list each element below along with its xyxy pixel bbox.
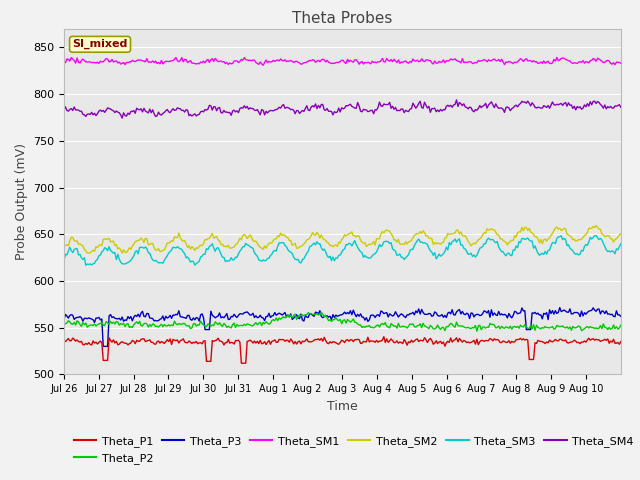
Theta_SM2: [617, 231, 625, 237]
Theta_SM1: [541, 60, 549, 66]
Theta_SM2: [616, 232, 623, 238]
Theta_SM2: [85, 251, 93, 256]
Theta_SM1: [97, 59, 104, 64]
Theta_P1: [348, 337, 356, 343]
Theta_P1: [460, 337, 468, 343]
Theta_P3: [617, 313, 625, 319]
Text: SI_mixed: SI_mixed: [72, 39, 128, 49]
Theta_SM1: [617, 60, 625, 66]
Line: Theta_SM2: Theta_SM2: [64, 226, 621, 253]
Theta_SM3: [592, 233, 600, 239]
Theta_SM4: [348, 104, 356, 109]
Line: Theta_SM4: Theta_SM4: [64, 100, 621, 118]
Theta_SM3: [458, 242, 466, 248]
Theta_SM1: [348, 59, 356, 64]
Theta_P1: [237, 360, 245, 366]
Theta_SM2: [98, 243, 106, 249]
Theta_SM3: [60, 258, 68, 264]
X-axis label: Time: Time: [327, 400, 358, 413]
Theta_P1: [60, 338, 68, 344]
Theta_P3: [616, 312, 623, 318]
Theta_P2: [97, 320, 104, 326]
Theta_SM4: [460, 101, 468, 107]
Theta_P3: [97, 317, 104, 323]
Theta_P1: [617, 339, 625, 345]
Theta_SM1: [60, 60, 68, 65]
Line: Theta_SM3: Theta_SM3: [64, 236, 621, 265]
Y-axis label: Probe Output (mV): Probe Output (mV): [15, 143, 28, 260]
Theta_P2: [543, 325, 550, 331]
Theta_SM1: [79, 56, 87, 62]
Line: Theta_P2: Theta_P2: [64, 312, 621, 331]
Theta_SM2: [60, 243, 68, 249]
Theta_SM4: [118, 115, 126, 121]
Theta_SM1: [259, 62, 267, 68]
Theta_P3: [99, 344, 107, 349]
Theta_P3: [348, 312, 356, 318]
Theta_SM1: [458, 56, 466, 61]
Theta_SM3: [541, 249, 549, 254]
Theta_P3: [79, 318, 87, 324]
Theta_P3: [458, 309, 466, 314]
Theta_SM1: [553, 55, 561, 60]
Theta_SM3: [79, 257, 87, 263]
Theta_SM4: [543, 105, 550, 110]
Theta_SM1: [616, 60, 623, 65]
Theta_SM3: [98, 249, 106, 255]
Theta_SM4: [616, 102, 623, 108]
Theta_SM4: [452, 97, 460, 103]
Theta_P2: [60, 322, 68, 328]
Line: Theta_P1: Theta_P1: [64, 337, 621, 363]
Title: Theta Probes: Theta Probes: [292, 11, 392, 26]
Theta_SM3: [82, 263, 90, 268]
Theta_P1: [543, 339, 550, 345]
Theta_SM2: [541, 236, 549, 242]
Theta_SM3: [617, 241, 625, 247]
Theta_SM2: [458, 232, 466, 238]
Theta_SM3: [616, 244, 623, 250]
Theta_SM2: [79, 243, 87, 249]
Theta_SM3: [348, 243, 356, 249]
Theta_SM4: [60, 107, 68, 112]
Theta_P2: [458, 323, 466, 329]
Theta_P2: [473, 328, 481, 334]
Theta_P1: [380, 334, 388, 340]
Theta_SM2: [592, 223, 600, 228]
Theta_P1: [97, 338, 104, 344]
Theta_P2: [348, 318, 356, 324]
Theta_P2: [317, 310, 325, 315]
Theta_P2: [617, 323, 625, 328]
Theta_P1: [616, 341, 623, 347]
Line: Theta_SM1: Theta_SM1: [64, 58, 621, 65]
Theta_P3: [541, 312, 549, 317]
Theta_P3: [556, 305, 564, 311]
Theta_P3: [60, 317, 68, 323]
Line: Theta_P3: Theta_P3: [64, 308, 621, 347]
Theta_SM4: [617, 104, 625, 110]
Theta_SM4: [79, 111, 87, 117]
Theta_SM2: [348, 229, 356, 235]
Theta_P2: [79, 320, 87, 325]
Theta_P2: [616, 325, 623, 331]
Legend: Theta_P1, Theta_P2, Theta_P3, Theta_SM1, Theta_SM2, Theta_SM3, Theta_SM4: Theta_P1, Theta_P2, Theta_P3, Theta_SM1,…: [70, 432, 638, 468]
Theta_SM4: [97, 107, 104, 113]
Theta_P1: [79, 342, 87, 348]
